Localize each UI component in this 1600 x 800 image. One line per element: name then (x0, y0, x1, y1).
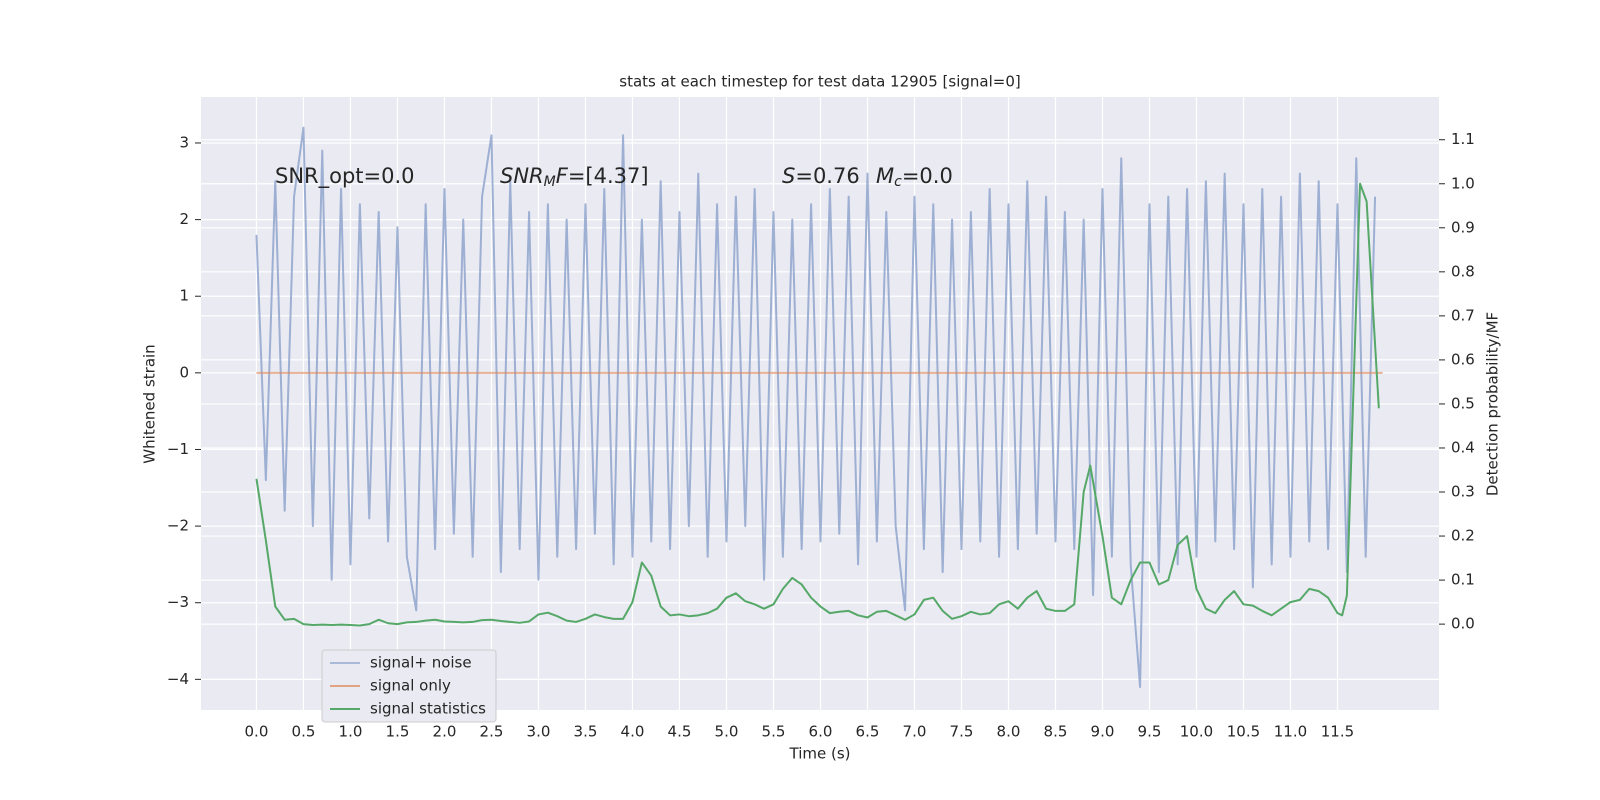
y2-tick-label: 1.0 (1451, 174, 1475, 192)
x-tick-label: 11.5 (1321, 723, 1354, 741)
legend-label: signal statistics (370, 700, 486, 718)
x-tick-label: 3.0 (527, 723, 551, 741)
x-tick-label: 9.0 (1091, 723, 1115, 741)
y2-tick-label: 0.1 (1451, 571, 1475, 589)
annotation-part: =0.0 (902, 164, 953, 188)
y2-tick-label: 0.4 (1451, 438, 1475, 456)
annotation-part: F (556, 164, 569, 188)
y2-tick-label: 0.6 (1451, 350, 1475, 368)
annotation: SNRMF=[4.37] (500, 164, 649, 190)
x-tick-label: 5.0 (715, 723, 739, 741)
y2-tick-label: 0.0 (1451, 615, 1475, 633)
annotation: S=0.76 (782, 164, 860, 188)
legend: signal+ noise signal only signal statistic… (321, 649, 497, 723)
y2-tick-label: 1.1 (1451, 130, 1475, 148)
y-tick-label: −2 (167, 517, 189, 535)
y2-tick-label: 0.7 (1451, 306, 1475, 324)
annotation-part: =[4.37] (568, 164, 649, 188)
legend-label: signal+ noise (370, 654, 472, 672)
x-tick-label: 2.0 (433, 723, 457, 741)
y-tick-label: −4 (167, 670, 189, 688)
x-tick-label: 4.0 (621, 723, 645, 741)
annotation-part: =0.76 (795, 164, 859, 188)
x-tick-label: 5.5 (762, 723, 786, 741)
annotation-part: M (544, 174, 556, 190)
x-tick-label: 1.5 (386, 723, 410, 741)
y2-tick-label: 0.2 (1451, 527, 1475, 545)
y2-tick-label: 0.8 (1451, 262, 1475, 280)
x-tick-label: 3.5 (574, 723, 598, 741)
y2-tick-label: 0.3 (1451, 483, 1475, 501)
x-tick-label: 6.5 (856, 723, 880, 741)
annotation: Mc=0.0 (876, 164, 953, 190)
legend-box (321, 649, 497, 723)
y2-tick-label: 0.9 (1451, 218, 1475, 236)
x-tick-label: 8.0 (997, 723, 1021, 741)
y-tick-label: 1 (179, 287, 189, 305)
y-tick-label: 0 (179, 363, 189, 381)
y2-tick-label: 0.5 (1451, 394, 1475, 412)
chart-title: stats at each timestep for test data 129… (619, 73, 1020, 91)
x-tick-label: 7.5 (950, 723, 974, 741)
x-tick-label: 6.0 (809, 723, 833, 741)
x-axis-label: Time (s) (789, 745, 851, 763)
series-line (255, 182, 1380, 627)
annotation-part: M (876, 164, 894, 188)
x-tick-label: 9.5 (1138, 723, 1162, 741)
x-tick-label: 8.5 (1044, 723, 1068, 741)
y2-axis-label: Detection probability/MF (1484, 312, 1502, 496)
x-tick-label: 11.0 (1274, 723, 1307, 741)
annotation-part: SNR_opt=0.0 (275, 164, 415, 189)
x-tick-label: 7.0 (903, 723, 927, 741)
y-tick-label: 3 (179, 133, 189, 151)
x-tick-label: 2.5 (480, 723, 504, 741)
y-axis-label: Whitened strain (141, 344, 159, 463)
x-tick-label: 10.5 (1227, 723, 1260, 741)
x-tick-label: 0.0 (245, 723, 269, 741)
y-tick-label: 2 (179, 210, 189, 228)
x-tick-label: 4.5 (668, 723, 692, 741)
y-tick-label: −1 (167, 440, 189, 458)
y-tick-label: −3 (167, 593, 189, 611)
annotation-part: SNR (500, 164, 544, 188)
x-tick-label: 10.0 (1180, 723, 1213, 741)
annotation-part: c (894, 174, 902, 190)
x-tick-label: 0.5 (292, 723, 316, 741)
annotation-part: S (782, 164, 795, 188)
x-tick-label: 1.0 (339, 723, 363, 741)
annotation: SNR_opt=0.0 (275, 164, 415, 189)
legend-label: signal only (370, 677, 451, 695)
